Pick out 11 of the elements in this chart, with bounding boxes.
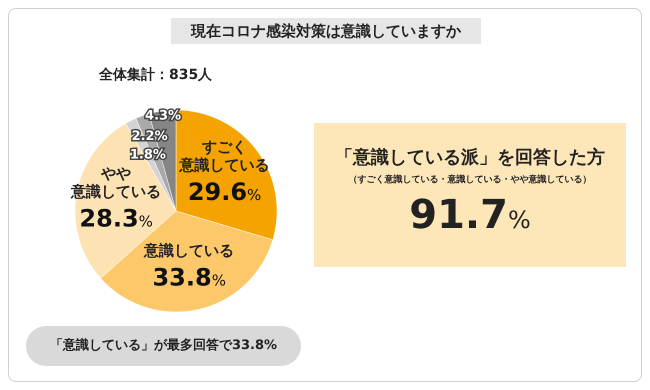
data-label: 33.8%	[152, 264, 226, 292]
text: 「意識している派」を回答した方	[334, 146, 606, 169]
data-label: 29.6%	[188, 178, 262, 206]
slice-label: やや意識している	[70, 164, 162, 200]
slice-label: 意識している	[143, 242, 234, 260]
data-label: 28.3%	[79, 204, 153, 232]
text: 91.7%	[409, 192, 531, 238]
chart-subtitle: 全体集計：835人	[99, 66, 212, 84]
text: 現在コロナ感染対策は意識していますか	[171, 18, 481, 44]
text: 「意識している」が最多回答で33.8%	[26, 326, 301, 366]
text: （すごく意識している・意識している・やや意識している）	[348, 173, 592, 186]
